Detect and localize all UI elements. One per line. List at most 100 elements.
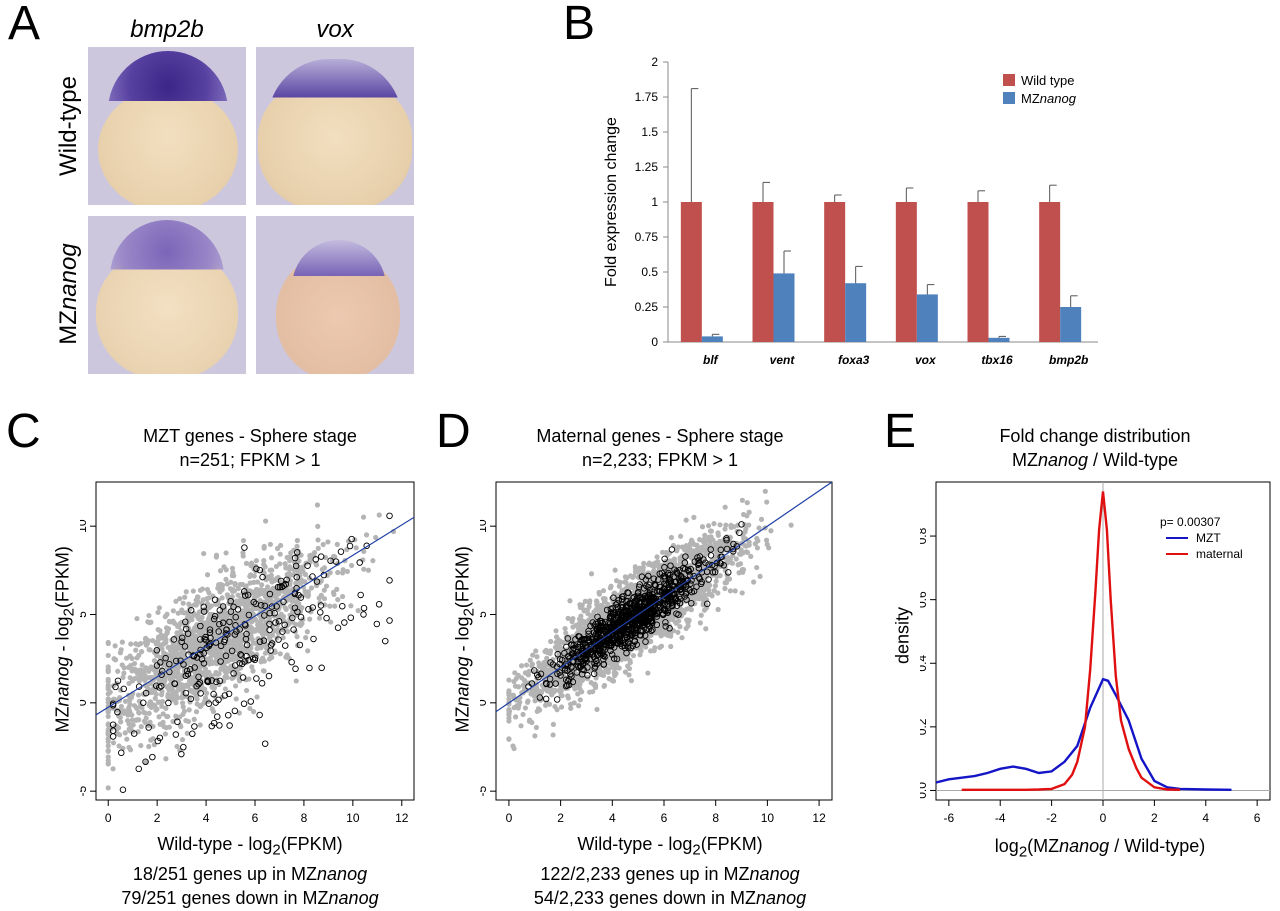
- highlighted-point: [223, 626, 230, 633]
- highlighted-point: [256, 566, 264, 574]
- highlighted-point: [360, 611, 367, 618]
- background-point: [160, 711, 166, 717]
- highlighted-point: [266, 626, 273, 634]
- highlighted-point: [238, 652, 245, 659]
- background-point: [176, 653, 183, 659]
- highlighted-point: [205, 700, 213, 707]
- background-point: [688, 540, 694, 547]
- background-point: [353, 545, 359, 551]
- background-point: [516, 684, 522, 690]
- highlighted-point: [114, 708, 121, 716]
- background-point: [236, 678, 243, 684]
- highlighted-point: [247, 698, 255, 705]
- highlighted-point: [700, 556, 707, 563]
- background-point: [250, 709, 257, 715]
- background-point: [105, 747, 111, 754]
- highlighted-point: [200, 650, 208, 657]
- background-point: [150, 736, 156, 742]
- background-point: [510, 692, 516, 698]
- highlighted-point: [222, 630, 230, 637]
- background-point: [370, 558, 376, 564]
- background-point: [703, 574, 709, 580]
- background-point: [176, 623, 182, 629]
- background-point: [230, 655, 236, 661]
- x-tick-label: 10: [346, 811, 360, 825]
- background-point: [261, 561, 267, 568]
- panel-letter-a: A: [8, 0, 41, 50]
- highlighted-point: [309, 604, 317, 611]
- background-point: [213, 649, 219, 656]
- highlighted-point: [145, 724, 152, 731]
- category-label: vent: [770, 353, 796, 367]
- background-point: [194, 701, 200, 707]
- highlighted-point: [181, 643, 189, 650]
- highlighted-point: [156, 684, 163, 691]
- background-point: [207, 655, 213, 661]
- background-point: [314, 502, 321, 508]
- highlighted-point: [309, 573, 316, 580]
- background-point: [147, 719, 153, 725]
- highlighted-point: [236, 626, 244, 633]
- background-point: [717, 573, 723, 579]
- background-point: [236, 710, 242, 716]
- highlighted-point: [291, 554, 299, 562]
- background-point: [105, 696, 111, 702]
- background-point: [118, 647, 124, 653]
- background-point: [289, 595, 295, 601]
- background-point: [110, 766, 116, 772]
- highlighted-point: [297, 613, 305, 621]
- background-point: [183, 589, 189, 595]
- background-point: [710, 537, 716, 543]
- highlighted-point: [356, 559, 363, 566]
- background-point: [238, 633, 244, 639]
- background-point: [153, 707, 159, 713]
- footer-c: 18/251 genes up in MZnanog 79/251 genes …: [121, 864, 379, 908]
- highlighted-point: [360, 604, 368, 612]
- background-point: [283, 565, 289, 571]
- background-point: [699, 544, 705, 550]
- background-point: [722, 504, 728, 510]
- background-point: [635, 567, 642, 573]
- background-point: [215, 585, 221, 591]
- highlighted-point: [260, 637, 268, 644]
- background-point: [315, 537, 321, 543]
- background-point: [739, 590, 745, 596]
- highlighted-point: [213, 713, 221, 720]
- highlighted-point: [191, 664, 198, 671]
- background-point: [163, 636, 169, 643]
- background-point: [303, 592, 309, 598]
- background-point: [237, 644, 243, 650]
- background-point: [239, 581, 246, 588]
- background-point: [170, 608, 176, 614]
- panel-letter-d: D: [436, 405, 471, 458]
- background-point: [758, 516, 765, 522]
- background-point: [708, 528, 714, 534]
- background-point: [659, 549, 666, 555]
- background-point: [506, 715, 512, 721]
- background-point: [254, 694, 260, 700]
- background-point: [193, 639, 199, 645]
- highlighted-point: [273, 603, 280, 610]
- background-point: [173, 700, 179, 706]
- background-point: [712, 583, 719, 589]
- background-point: [696, 537, 703, 543]
- highlighted-point: [158, 671, 165, 678]
- background-point: [129, 668, 135, 674]
- background-point: [152, 695, 158, 701]
- background-point: [134, 717, 140, 723]
- background-point: [229, 594, 235, 600]
- x-tick-label: 6: [252, 811, 259, 825]
- background-point: [128, 641, 134, 647]
- background-point: [105, 743, 111, 749]
- background-point: [724, 547, 730, 553]
- background-point: [355, 607, 361, 614]
- background-point: [313, 562, 320, 568]
- background-point: [147, 666, 153, 672]
- legend-label: MZnanog: [1021, 91, 1077, 106]
- highlighted-point: [261, 740, 269, 747]
- background-point: [297, 620, 303, 627]
- highlighted-point: [172, 731, 180, 738]
- highlighted-point: [253, 565, 260, 572]
- background-point: [186, 707, 192, 713]
